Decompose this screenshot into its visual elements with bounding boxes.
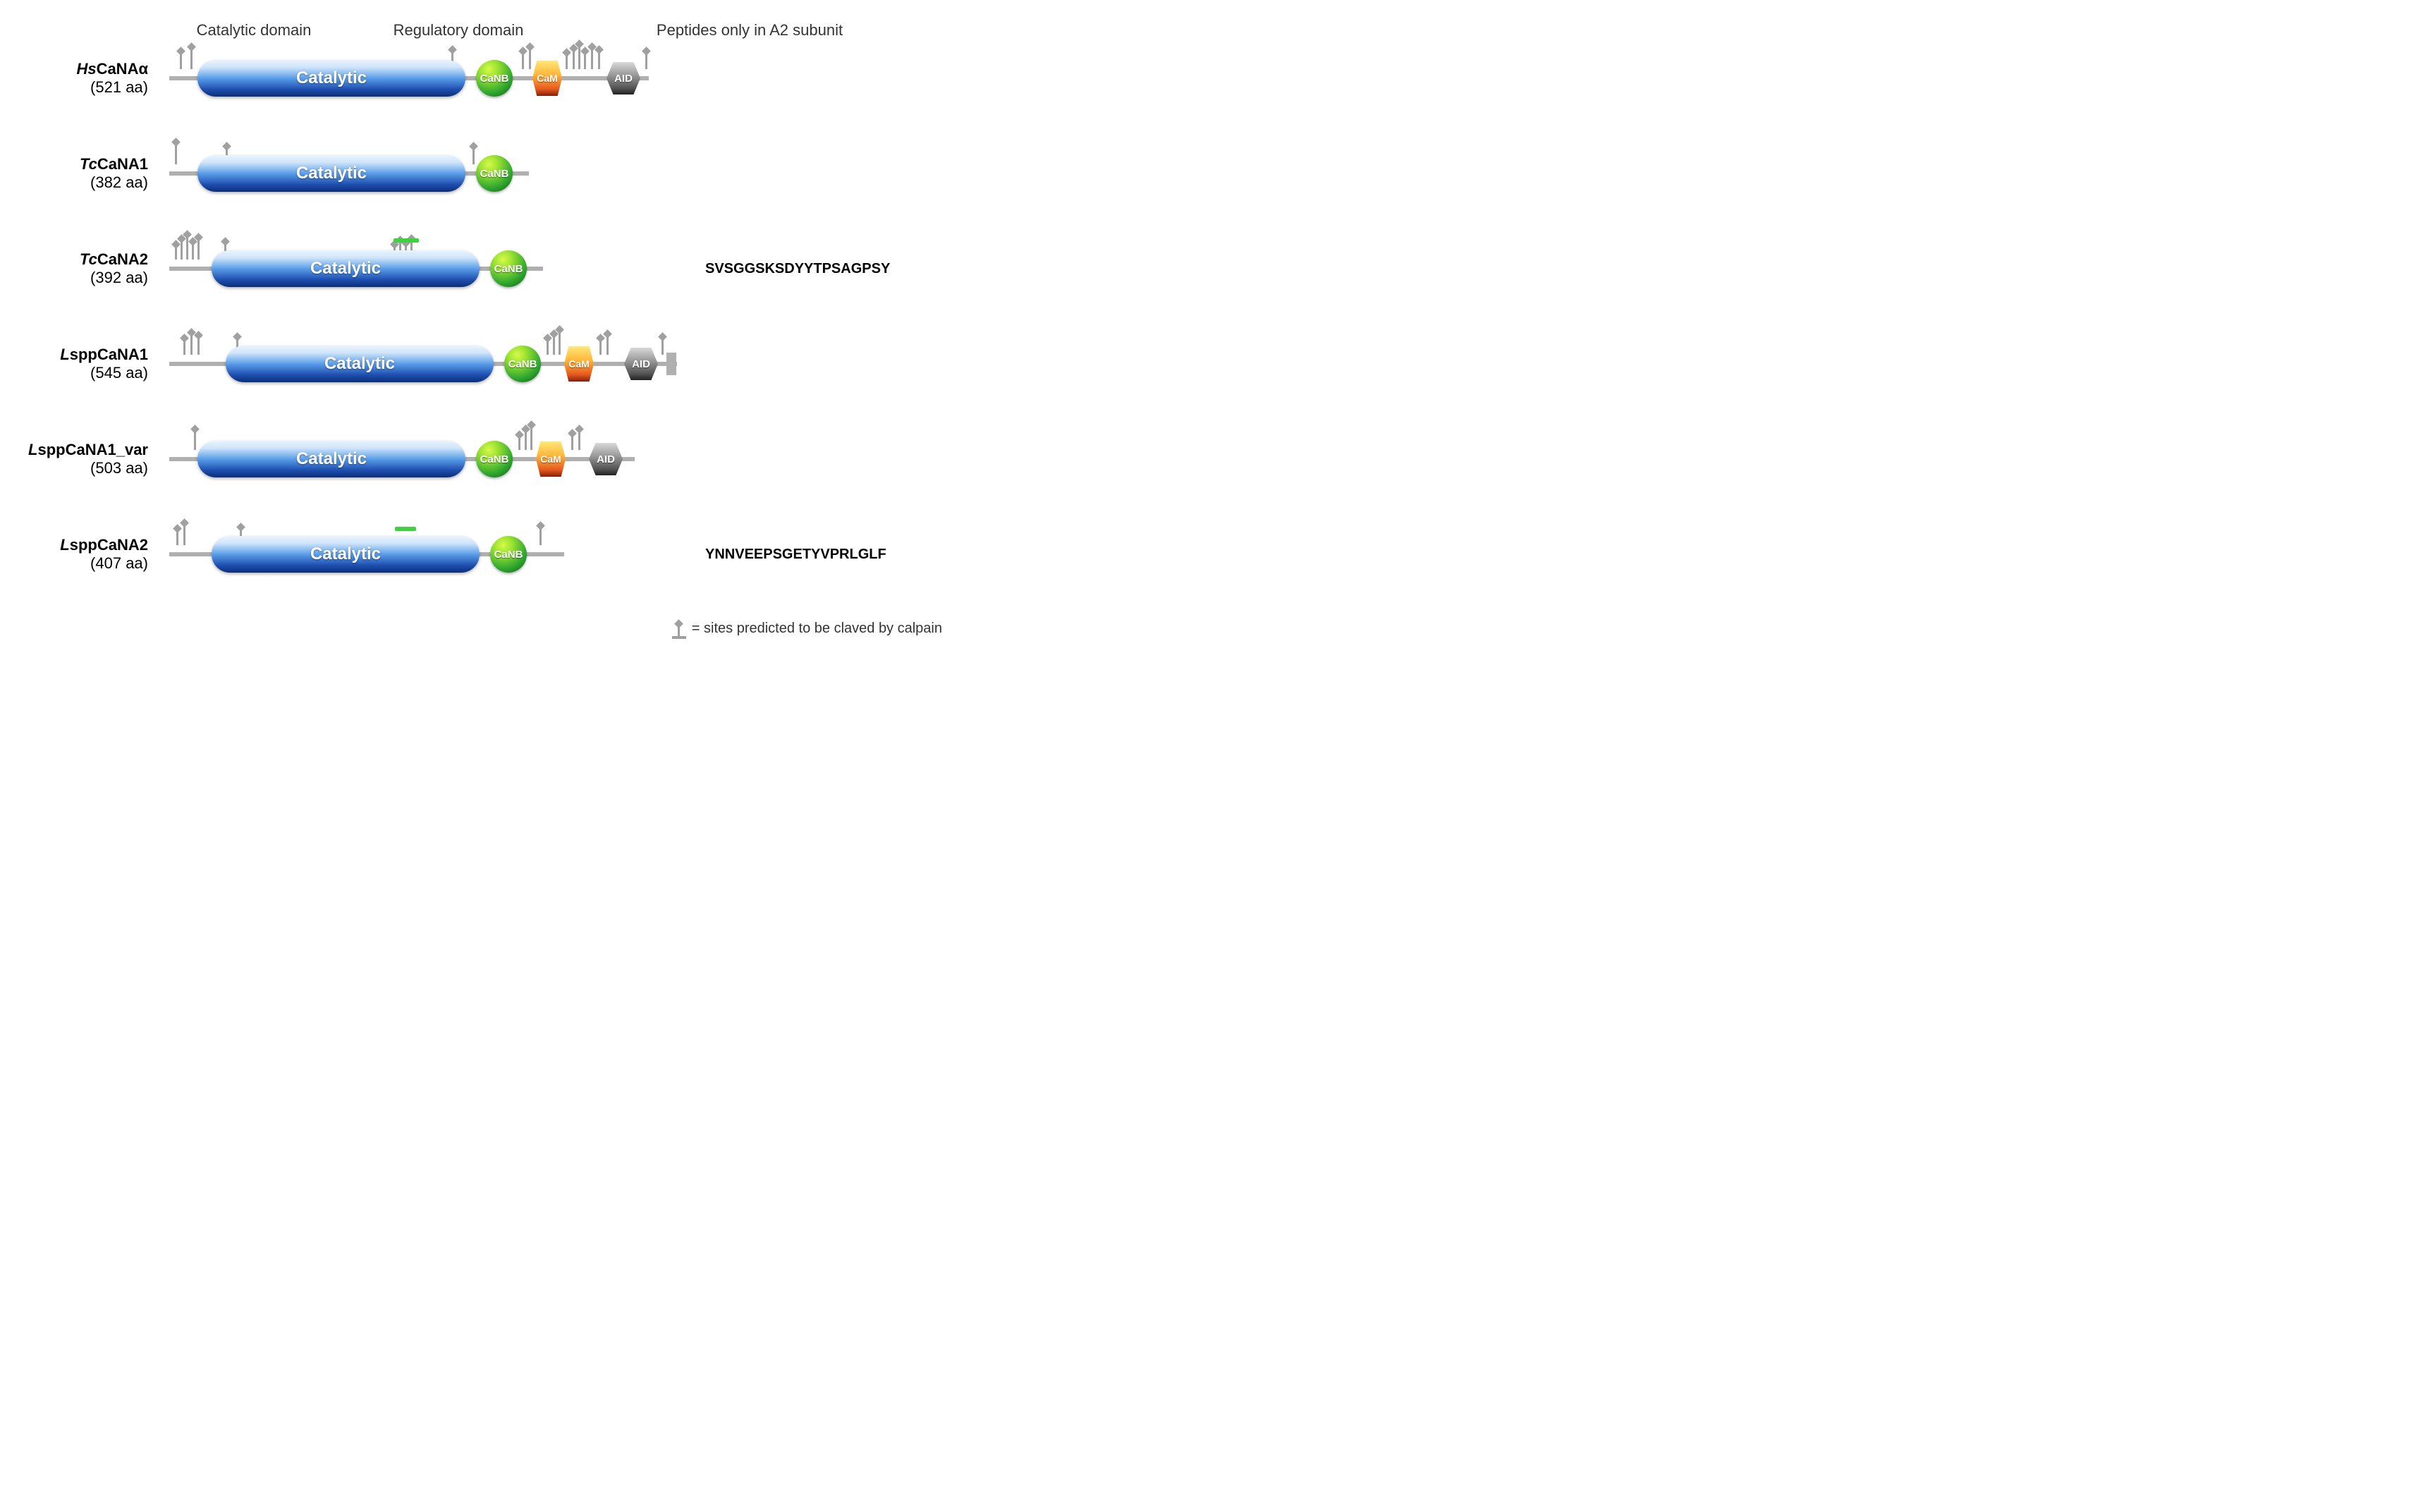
protein-row-LsppCaNA1: LsppCaNA1(545 aa) Catalytic CaNB CaM AID bbox=[21, 332, 942, 396]
protein-row-TcCaNA1: TcCaNA1(382 aa) Catalytic CaNB bbox=[21, 142, 942, 205]
calpain-site-icon bbox=[180, 52, 182, 69]
canb-domain: CaNB bbox=[490, 250, 527, 287]
header-regulatory: Regulatory domain bbox=[360, 21, 557, 39]
calpain-site-icon bbox=[672, 618, 686, 639]
calpain-site-icon bbox=[530, 426, 532, 450]
canb-domain: CaNB bbox=[504, 346, 541, 382]
a2-peptide-region bbox=[395, 527, 416, 531]
calpain-site-icon bbox=[559, 331, 561, 355]
calpain-site-icon bbox=[598, 51, 600, 69]
cam-domain: CaM bbox=[564, 346, 594, 382]
calpain-site-icon bbox=[190, 334, 193, 355]
protein-label: TcCaNA2(392 aa) bbox=[21, 250, 155, 288]
protein-diagram: Catalytic CaNB bbox=[155, 237, 684, 300]
header-spacer bbox=[21, 21, 148, 39]
calpain-site-icon bbox=[661, 338, 664, 355]
calpain-site-icon bbox=[584, 52, 586, 69]
header-catalytic: Catalytic domain bbox=[148, 21, 360, 39]
catalytic-domain: Catalytic bbox=[212, 536, 480, 573]
canb-domain: CaNB bbox=[476, 441, 513, 477]
calpain-site-icon bbox=[175, 245, 177, 260]
calpain-site-icon bbox=[472, 147, 475, 164]
protein-label: LsppCaNA2(407 aa) bbox=[21, 536, 155, 573]
calpain-site-icon bbox=[194, 430, 196, 450]
catalytic-domain: Catalytic bbox=[197, 155, 465, 192]
calpain-site-icon bbox=[186, 236, 188, 260]
catalytic-domain: Catalytic bbox=[197, 441, 465, 477]
legend: = sites predicted to be claved by calpai… bbox=[21, 618, 942, 639]
calpain-site-icon bbox=[183, 339, 185, 355]
canb-domain: CaNB bbox=[476, 60, 513, 97]
calpain-site-icon bbox=[578, 45, 580, 69]
c-terminal-block bbox=[666, 353, 676, 375]
protein-label: TcCaNA1(382 aa) bbox=[21, 155, 155, 193]
catalytic-domain: Catalytic bbox=[226, 346, 494, 382]
calpain-site-icon bbox=[553, 335, 555, 355]
protein-row-LsppCaNA1_var: LsppCaNA1_var(503 aa) Catalytic CaNB CaM AID bbox=[21, 427, 942, 491]
calpain-site-icon bbox=[539, 527, 542, 545]
header-row: Catalytic domain Regulatory domain Pepti… bbox=[21, 21, 942, 39]
aid-domain: AID bbox=[606, 62, 640, 94]
protein-rows-container: HsCaNAα(521 aa) Catalytic CaNB CaM AID TcCaNA… bbox=[21, 47, 942, 586]
catalytic-domain: Catalytic bbox=[197, 60, 465, 97]
calpain-site-icon bbox=[566, 54, 568, 69]
calpain-site-icon bbox=[522, 52, 524, 69]
calpain-site-icon bbox=[573, 49, 575, 69]
cam-domain: CaM bbox=[532, 61, 562, 96]
calpain-site-icon bbox=[529, 48, 531, 69]
catalytic-domain: Catalytic bbox=[212, 250, 480, 287]
peptide-sequence: SVSGGSKSDYYTPSAGPSY bbox=[684, 261, 942, 277]
calpain-site-icon bbox=[518, 436, 520, 450]
canb-domain: CaNB bbox=[476, 155, 513, 192]
calpain-site-icon bbox=[192, 243, 194, 260]
protein-row-HsCaNAalpha: HsCaNAα(521 aa) Catalytic CaNB CaM AID bbox=[21, 47, 942, 110]
protein-label: LsppCaNA1(545 aa) bbox=[21, 346, 155, 383]
cam-domain: CaM bbox=[536, 441, 566, 477]
calpain-site-icon bbox=[183, 524, 185, 545]
calpain-site-icon bbox=[175, 143, 177, 164]
peptide-sequence: YNNVEEPSGETYVPRLGLF bbox=[684, 547, 942, 563]
calpain-site-icon bbox=[190, 48, 193, 69]
header-peptides: Peptides only in A2 subunit bbox=[557, 21, 942, 39]
aid-domain: AID bbox=[624, 348, 658, 380]
canb-domain: CaNB bbox=[490, 536, 527, 573]
protein-diagram: Catalytic CaNB bbox=[155, 142, 684, 205]
calpain-site-icon bbox=[176, 530, 178, 545]
protein-row-TcCaNA2: TcCaNA2(392 aa) Catalytic CaNB SVSGGSKSDYYT… bbox=[21, 237, 942, 300]
legend-text: = sites predicted to be claved by calpai… bbox=[692, 621, 942, 637]
calpain-site-icon bbox=[197, 238, 200, 260]
protein-diagram: Catalytic CaNB bbox=[155, 523, 684, 586]
calpain-site-icon bbox=[591, 48, 593, 69]
a2-peptide-region bbox=[394, 238, 419, 243]
calpain-site-icon bbox=[525, 430, 527, 450]
calpain-site-icon bbox=[571, 434, 573, 450]
protein-row-LsppCaNA2: LsppCaNA2(407 aa) Catalytic CaNB YNNVEEPSGE… bbox=[21, 523, 942, 586]
protein-diagram: Catalytic CaNB CaM AID bbox=[155, 332, 684, 396]
calpain-site-icon bbox=[599, 339, 602, 355]
calpain-site-icon bbox=[197, 336, 200, 355]
calpain-site-icon bbox=[181, 240, 183, 260]
protein-diagram: Catalytic CaNB CaM AID bbox=[155, 427, 684, 491]
calpain-site-icon bbox=[645, 52, 647, 69]
calpain-site-icon bbox=[578, 430, 580, 450]
calpain-site-icon bbox=[547, 339, 549, 355]
aid-domain: AID bbox=[589, 443, 623, 475]
protein-label: LsppCaNA1_var(503 aa) bbox=[21, 441, 155, 478]
protein-diagram: Catalytic CaNB CaM AID bbox=[155, 47, 684, 110]
protein-label: HsCaNAα(521 aa) bbox=[21, 60, 155, 97]
calpain-site-icon bbox=[606, 335, 609, 355]
